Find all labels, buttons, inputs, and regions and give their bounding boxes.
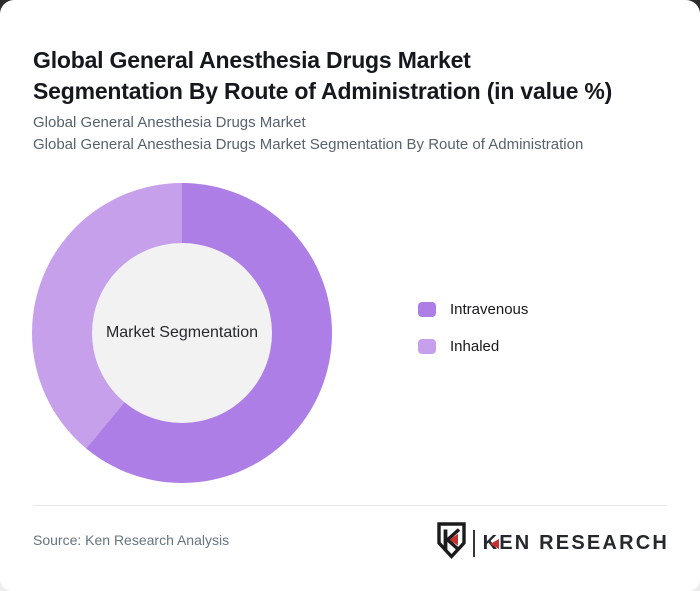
chart-subtitle-line2: Global General Anesthesia Drugs Market S… (33, 135, 584, 153)
wordmark-k-accent-icon (490, 539, 500, 550)
chart-subtitle-line1: Global General Anesthesia Drugs Market (33, 114, 306, 131)
wordmark-rest: EN RESEARCH (499, 531, 669, 554)
legend-label: Inhaled (450, 338, 500, 355)
legend-item-inhaled: Inhaled (418, 338, 528, 355)
donut-center-label: Market Segmentation (105, 324, 259, 341)
chart-title: Global General Anesthesia Drugs Market S… (33, 47, 613, 105)
footer-divider (33, 505, 667, 506)
ken-research-logo: K EN RESEARCH (436, 522, 669, 564)
wordmark-k: K (482, 531, 500, 554)
legend-swatch (418, 339, 436, 354)
donut-hole: Market Segmentation (92, 243, 272, 423)
legend: Intravenous Inhaled (418, 301, 528, 355)
source-text: Source: Ken Research Analysis (33, 532, 230, 548)
donut-chart: Market Segmentation (32, 183, 332, 483)
ken-research-shield-icon (436, 522, 467, 564)
chart-subtitles: Global General Anesthesia Drugs Market G… (33, 112, 583, 155)
legend-label: Intravenous (450, 301, 529, 318)
ken-research-wordmark: K EN RESEARCH (483, 532, 669, 555)
legend-swatch (418, 302, 436, 317)
legend-item-intravenous: Intravenous (418, 301, 528, 318)
logo-separator (472, 529, 475, 557)
